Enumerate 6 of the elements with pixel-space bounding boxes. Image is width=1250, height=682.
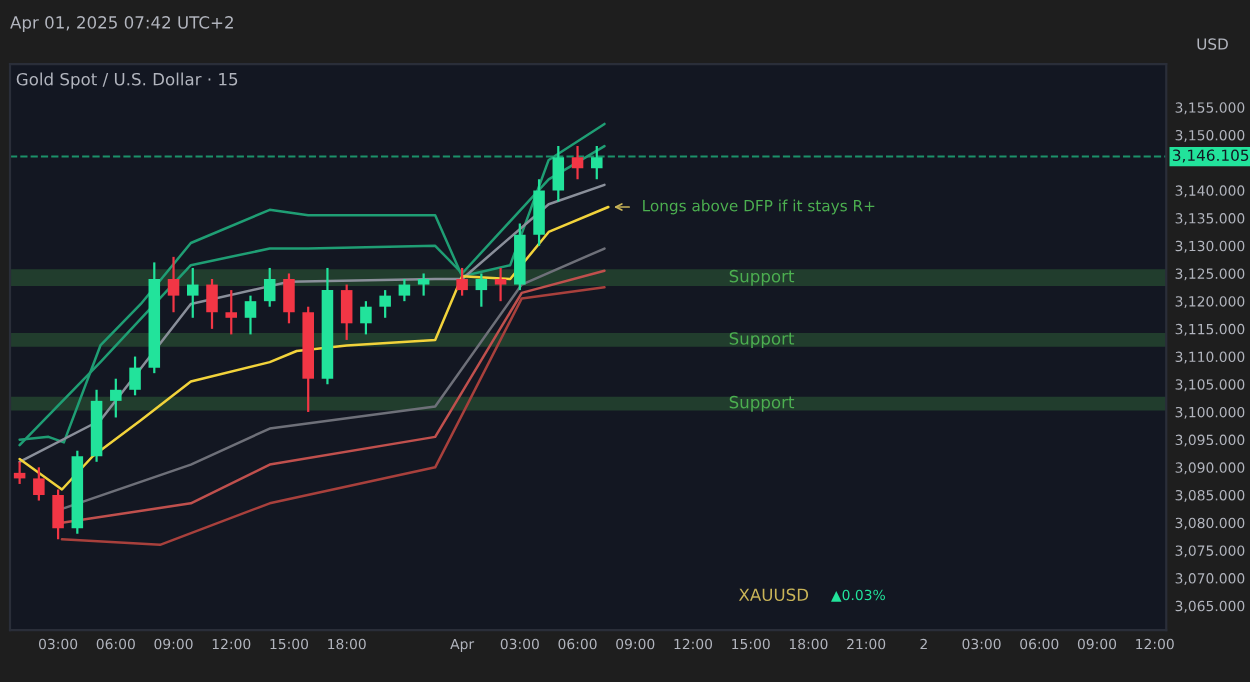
- band-label: Support: [729, 269, 795, 286]
- band-label: Support: [729, 332, 795, 348]
- annotation: XAUUSD: [738, 588, 809, 602]
- chart-subtitle: Apr 01, 2025 07:42 UTC+2: [10, 16, 233, 32]
- band-label: Support: [729, 395, 795, 412]
- chart-title: Gold Spot / U.S. Dollar · 15: [16, 72, 238, 89]
